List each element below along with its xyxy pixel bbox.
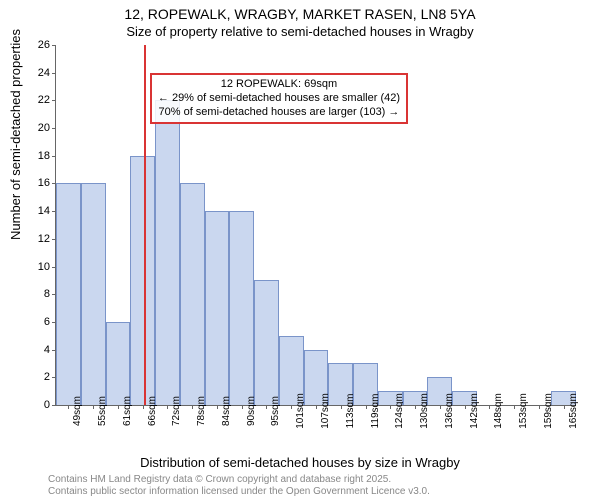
x-tick-mark <box>390 405 391 409</box>
x-tick-mark <box>366 405 367 409</box>
histogram-bar <box>56 183 81 405</box>
histogram-bar <box>106 322 131 405</box>
y-tick-label: 12 <box>38 233 50 245</box>
chart-title-line2: Size of property relative to semi-detach… <box>0 24 600 39</box>
x-tick-label: 142sqm <box>469 393 480 429</box>
y-tick-label: 8 <box>44 288 50 300</box>
histogram-bar <box>130 156 155 405</box>
x-tick-mark <box>93 405 94 409</box>
x-tick-label: 153sqm <box>518 393 529 429</box>
y-tick-label: 6 <box>44 316 50 328</box>
property-callout: 12 ROPEWALK: 69sqm← 29% of semi-detached… <box>150 73 408 124</box>
y-tick-label: 10 <box>38 261 50 273</box>
x-tick-mark <box>291 405 292 409</box>
x-tick-mark <box>118 405 119 409</box>
x-tick-mark <box>514 405 515 409</box>
x-tick-mark <box>415 405 416 409</box>
y-tick-mark <box>52 100 56 101</box>
x-tick-mark <box>217 405 218 409</box>
histogram-bar <box>180 183 205 405</box>
y-tick-mark <box>52 45 56 46</box>
y-axis-label: Number of semi-detached properties <box>8 29 23 240</box>
y-tick-label: 20 <box>38 122 50 134</box>
x-tick-mark <box>316 405 317 409</box>
y-tick-label: 2 <box>44 371 50 383</box>
attribution-footer: Contains HM Land Registry data © Crown c… <box>48 474 430 498</box>
x-tick-mark <box>465 405 466 409</box>
histogram-bar <box>81 183 106 405</box>
x-tick-mark <box>489 405 490 409</box>
x-axis-label: Distribution of semi-detached houses by … <box>0 455 600 470</box>
y-tick-label: 14 <box>38 205 50 217</box>
histogram-bar <box>155 100 180 405</box>
property-marker-line <box>144 45 146 405</box>
x-tick-mark <box>242 405 243 409</box>
y-tick-label: 0 <box>44 399 50 411</box>
y-tick-label: 18 <box>38 150 50 162</box>
x-tick-mark <box>143 405 144 409</box>
plot-area: 0246810121416182022242649sqm55sqm61sqm66… <box>55 45 576 406</box>
x-tick-mark <box>539 405 540 409</box>
y-tick-mark <box>52 405 56 406</box>
y-tick-label: 16 <box>38 177 50 189</box>
y-tick-mark <box>52 73 56 74</box>
chart-title-line1: 12, ROPEWALK, WRAGBY, MARKET RASEN, LN8 … <box>0 6 600 22</box>
y-tick-mark <box>52 156 56 157</box>
x-tick-mark <box>440 405 441 409</box>
callout-line: 12 ROPEWALK: 69sqm <box>158 77 400 91</box>
chart-container: 12, ROPEWALK, WRAGBY, MARKET RASEN, LN8 … <box>0 0 600 500</box>
histogram-bar <box>205 211 230 405</box>
y-tick-label: 22 <box>38 94 50 106</box>
x-tick-label: 148sqm <box>493 393 504 429</box>
histogram-bar <box>254 280 279 405</box>
y-tick-label: 24 <box>38 67 50 79</box>
x-tick-mark <box>564 405 565 409</box>
y-tick-label: 26 <box>38 39 50 51</box>
x-tick-mark <box>192 405 193 409</box>
histogram-bar <box>229 211 254 405</box>
y-tick-label: 4 <box>44 344 50 356</box>
x-tick-mark <box>341 405 342 409</box>
callout-line: 70% of semi-detached houses are larger (… <box>158 105 400 119</box>
x-tick-mark <box>266 405 267 409</box>
y-tick-mark <box>52 128 56 129</box>
callout-line: ← 29% of semi-detached houses are smalle… <box>158 91 400 105</box>
x-tick-mark <box>167 405 168 409</box>
x-tick-label: 165sqm <box>568 393 579 429</box>
x-tick-mark <box>68 405 69 409</box>
footer-line1: Contains HM Land Registry data © Crown c… <box>48 474 430 486</box>
footer-line2: Contains public sector information licen… <box>48 486 430 498</box>
